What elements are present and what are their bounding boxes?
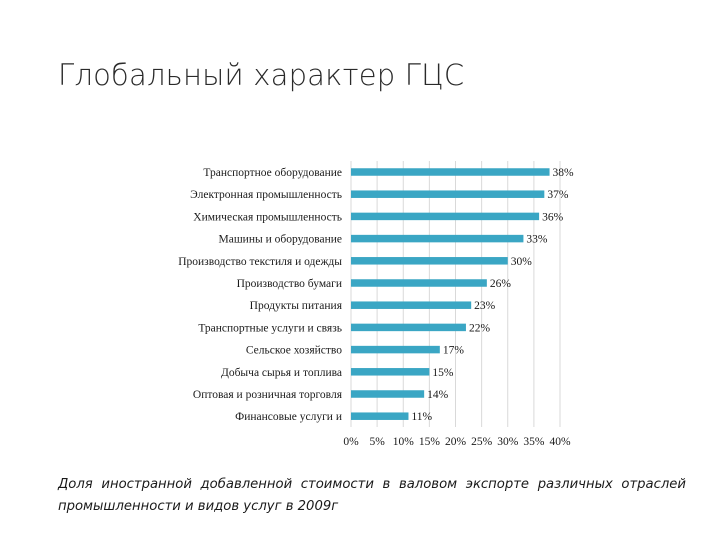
x-tick-label: 5% bbox=[369, 436, 385, 448]
value-label: 36% bbox=[542, 211, 564, 223]
value-label: 23% bbox=[474, 300, 496, 312]
bar bbox=[351, 390, 425, 398]
category-label: Оптовая и розничная торговля bbox=[193, 389, 343, 401]
slide-title: Глобальный характер ГЦС bbox=[58, 58, 465, 92]
x-tick-label: 0% bbox=[343, 436, 359, 448]
chart-caption: Доля иностранной добавленной стоимости в… bbox=[58, 477, 686, 514]
bar bbox=[351, 234, 524, 243]
bar bbox=[351, 323, 466, 332]
category-label: Сельское хозяйство bbox=[246, 345, 342, 357]
x-tick-label: 25% bbox=[471, 436, 493, 448]
bar bbox=[351, 257, 508, 265]
x-tick-label: 10% bbox=[393, 436, 415, 448]
bar bbox=[351, 368, 430, 376]
value-label: 17% bbox=[443, 345, 465, 357]
category-label: Продукты питания bbox=[250, 300, 343, 312]
bar bbox=[351, 279, 487, 287]
value-label: 26% bbox=[490, 278, 512, 290]
value-label: 33% bbox=[526, 234, 548, 246]
category-label: Добыча сырья и топлива bbox=[221, 367, 342, 379]
value-label: 37% bbox=[547, 189, 569, 201]
value-label: 14% bbox=[427, 389, 449, 401]
value-label: 22% bbox=[469, 322, 491, 334]
category-label: Финансовые услуги и bbox=[235, 411, 342, 423]
x-tick-label: 20% bbox=[445, 436, 467, 448]
category-label: Электронная промышленность bbox=[190, 189, 342, 201]
category-label: Транспортные услуги и связь bbox=[198, 322, 342, 334]
x-tick-label: 35% bbox=[523, 436, 545, 448]
bar bbox=[351, 345, 440, 354]
x-tick-label: 30% bbox=[497, 436, 519, 448]
value-label: 38% bbox=[553, 167, 575, 179]
category-label: Производство текстиля и одежды bbox=[178, 256, 342, 268]
category-label: Химическая промышленность bbox=[193, 211, 342, 223]
bar bbox=[351, 168, 550, 176]
value-label: 15% bbox=[432, 367, 454, 379]
bar bbox=[351, 190, 545, 198]
category-label: Транспортное оборудование bbox=[203, 167, 342, 179]
bar bbox=[351, 212, 540, 221]
bar bbox=[351, 301, 472, 309]
value-label: 30% bbox=[511, 256, 533, 268]
x-tick-label: 15% bbox=[419, 436, 441, 448]
category-label: Производство бумаги bbox=[237, 278, 342, 290]
x-tick-label: 40% bbox=[549, 436, 571, 448]
category-label: Машины и оборудование bbox=[219, 234, 343, 246]
value-label: 11% bbox=[411, 411, 432, 423]
bar bbox=[351, 412, 409, 420]
